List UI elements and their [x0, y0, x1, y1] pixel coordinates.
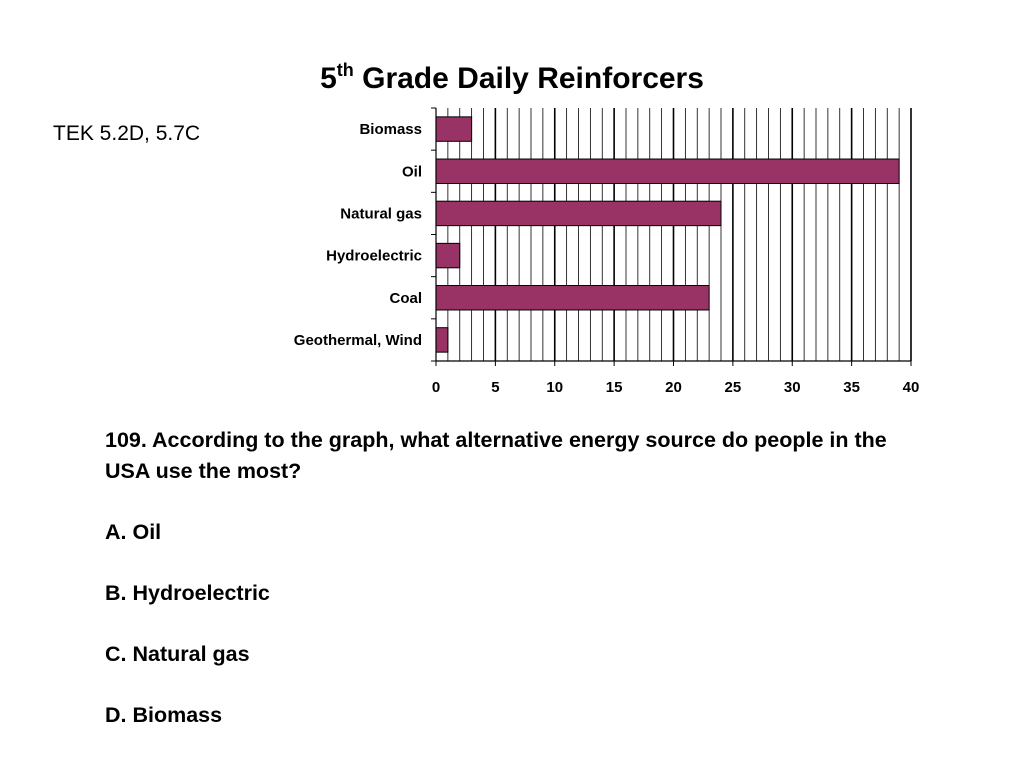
category-label: Oil: [402, 163, 422, 180]
answer-b[interactable]: B. Hydroelectric: [105, 580, 270, 605]
answer-d[interactable]: D. Biomass: [105, 702, 223, 727]
question-text: 109. According to the graph, what altern…: [105, 428, 887, 483]
bar-geothermal-wind: [435, 327, 449, 353]
x-tick-label: 0: [432, 379, 440, 396]
category-label: Geothermal, Wind: [294, 332, 422, 349]
energy-bar-chart: Biomass Oil Natural gas Hydroelectric Coal Ge…: [294, 107, 920, 396]
bar-biomass: [435, 116, 473, 142]
bar-coal: [435, 285, 710, 311]
slide-title: 5th Grade Daily Reinforcers: [320, 60, 704, 95]
bar-oil: [435, 158, 900, 184]
category-label: Coal: [389, 290, 422, 307]
chart-labels: Biomass Oil Natural gas Hydroelectric Coal Ge…: [294, 121, 920, 396]
bar-hydroelectric: [435, 242, 461, 269]
category-label: Biomass: [359, 121, 422, 138]
x-tick-label: 40: [903, 379, 920, 396]
x-tick-label: 30: [784, 379, 801, 396]
question-block: 109. According to the graph, what altern…: [105, 425, 925, 730]
x-tick-label: 10: [546, 379, 563, 396]
chart-axes: [431, 107, 912, 366]
x-tick-label: 15: [606, 379, 623, 396]
chart-gridlines: [447, 108, 912, 361]
answer-a[interactable]: A. Oil: [105, 519, 162, 544]
answer-c[interactable]: C. Natural gas: [105, 641, 250, 666]
bar-natural-gas: [435, 200, 722, 227]
category-label: Natural gas: [340, 205, 422, 222]
x-tick-label: 5: [491, 379, 499, 396]
x-tick-label: 25: [725, 379, 742, 396]
x-tick-label: 35: [843, 379, 860, 396]
x-tick-label: 20: [665, 379, 682, 396]
chart-bars: [435, 116, 900, 353]
tek-label: TEK 5.2D, 5.7C: [53, 122, 201, 145]
category-label: Hydroelectric: [326, 248, 422, 265]
